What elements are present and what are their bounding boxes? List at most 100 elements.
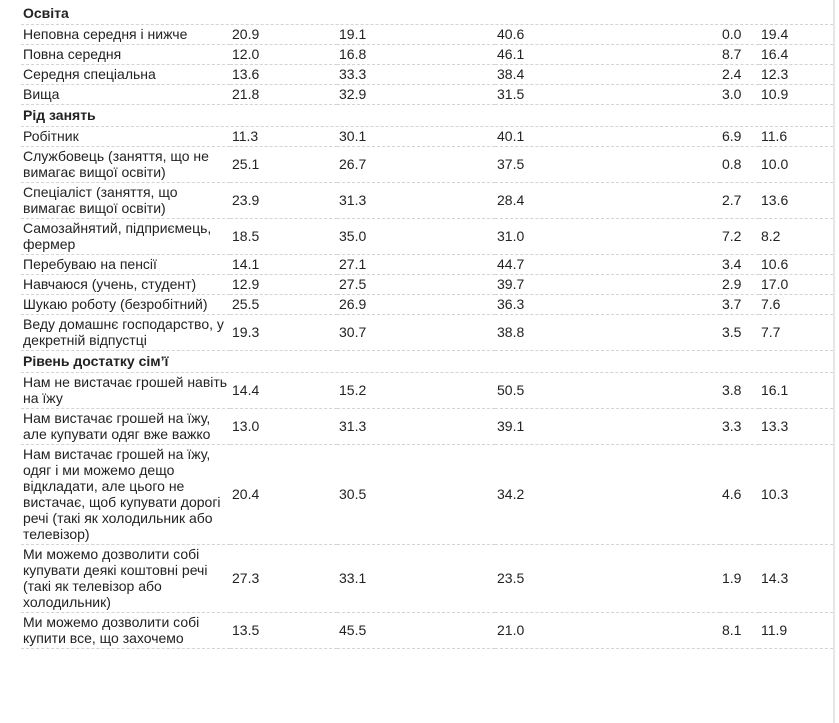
- row-label: Спеціаліст (заняття, що вимагає вищої ос…: [21, 183, 230, 219]
- row-label: Шукаю роботу (безробітний): [21, 295, 230, 315]
- value-cell: 31.3: [337, 183, 495, 219]
- value-cell: 31.5: [495, 85, 720, 105]
- value-cell: 27.3: [230, 545, 337, 613]
- section-header-row: Освіта: [21, 3, 834, 25]
- row-label: Ми можемо дозволити собі купити все, що …: [21, 613, 230, 649]
- value-cell: 3.5: [720, 315, 759, 351]
- value-cell: 14.4: [230, 373, 337, 409]
- value-cell: 13.6: [230, 65, 337, 85]
- table-row: Нам вистачає грошей на їжу, але купувати…: [21, 409, 834, 445]
- data-table: Освіта Неповна середня і нижче 20.9 19.1 40.…: [21, 3, 834, 649]
- value-cell: 21.8: [230, 85, 337, 105]
- value-cell: 12.0: [230, 45, 337, 65]
- value-cell: 1.9: [720, 545, 759, 613]
- table-row: Самозайнятий, підприємець, фермер 18.5 35.…: [21, 219, 834, 255]
- value-cell: 13.3: [759, 409, 834, 445]
- table-row: Навчаюся (учень, студент) 12.9 27.5 39.7 2.9…: [21, 275, 834, 295]
- row-label: Нам вистачає грошей на їжу, але купувати…: [21, 409, 230, 445]
- row-label: Неповна середня і нижче: [21, 25, 230, 45]
- section-title: Освіта: [21, 3, 834, 25]
- value-cell: 25.5: [230, 295, 337, 315]
- row-label: Вища: [21, 85, 230, 105]
- value-cell: 25.1: [230, 147, 337, 183]
- value-cell: 13.0: [230, 409, 337, 445]
- value-cell: 3.7: [720, 295, 759, 315]
- value-cell: 31.3: [337, 409, 495, 445]
- value-cell: 38.8: [495, 315, 720, 351]
- value-cell: 0.0: [720, 25, 759, 45]
- value-cell: 27.5: [337, 275, 495, 295]
- value-cell: 23.5: [495, 545, 720, 613]
- section-title: Рівень достатку сім’ї: [21, 351, 834, 373]
- value-cell: 40.1: [495, 127, 720, 147]
- value-cell: 7.7: [759, 315, 834, 351]
- table-body: Освіта Неповна середня і нижче 20.9 19.1 40.…: [21, 3, 834, 649]
- value-cell: 11.6: [759, 127, 834, 147]
- value-cell: 10.0: [759, 147, 834, 183]
- value-cell: 11.9: [759, 613, 834, 649]
- table-row: Середня спеціальна 13.6 33.3 38.4 2.4 12.3: [21, 65, 834, 85]
- value-cell: 44.7: [495, 255, 720, 275]
- value-cell: 46.1: [495, 45, 720, 65]
- value-cell: 14.3: [759, 545, 834, 613]
- value-cell: 21.0: [495, 613, 720, 649]
- value-cell: 6.9: [720, 127, 759, 147]
- row-label: Нам не вистачає грошей навіть на їжу: [21, 373, 230, 409]
- value-cell: 0.8: [720, 147, 759, 183]
- value-cell: 7.2: [720, 219, 759, 255]
- value-cell: 30.5: [337, 445, 495, 545]
- value-cell: 12.3: [759, 65, 834, 85]
- value-cell: 35.0: [337, 219, 495, 255]
- value-cell: 45.5: [337, 613, 495, 649]
- value-cell: 12.9: [230, 275, 337, 295]
- value-cell: 11.3: [230, 127, 337, 147]
- value-cell: 40.6: [495, 25, 720, 45]
- value-cell: 15.2: [337, 373, 495, 409]
- value-cell: 8.2: [759, 219, 834, 255]
- value-cell: 3.8: [720, 373, 759, 409]
- value-cell: 38.4: [495, 65, 720, 85]
- row-label: Робітник: [21, 127, 230, 147]
- table-row: Вища 21.8 32.9 31.5 3.0 10.9: [21, 85, 834, 105]
- table-row: Веду домашнє господарство, у декретній в…: [21, 315, 834, 351]
- row-label: Навчаюся (учень, студент): [21, 275, 230, 295]
- table-row: Перебуваю на пенсії 14.1 27.1 44.7 3.4 10.6: [21, 255, 834, 275]
- value-cell: 39.7: [495, 275, 720, 295]
- value-cell: 34.2: [495, 445, 720, 545]
- value-cell: 2.9: [720, 275, 759, 295]
- table-row: Неповна середня і нижче 20.9 19.1 40.6 0.0 19…: [21, 25, 834, 45]
- table-row: Нам не вистачає грошей навіть на їжу 14.4…: [21, 373, 834, 409]
- value-cell: 10.6: [759, 255, 834, 275]
- value-cell: 2.4: [720, 65, 759, 85]
- value-cell: 26.7: [337, 147, 495, 183]
- value-cell: 13.5: [230, 613, 337, 649]
- value-cell: 16.4: [759, 45, 834, 65]
- value-cell: 17.0: [759, 275, 834, 295]
- row-label: Самозайнятий, підприємець, фермер: [21, 219, 230, 255]
- table-row: Ми можемо дозволити собі купувати деякі …: [21, 545, 834, 613]
- value-cell: 39.1: [495, 409, 720, 445]
- value-cell: 27.1: [337, 255, 495, 275]
- value-cell: 3.3: [720, 409, 759, 445]
- value-cell: 16.1: [759, 373, 834, 409]
- value-cell: 30.1: [337, 127, 495, 147]
- value-cell: 14.1: [230, 255, 337, 275]
- value-cell: 19.4: [759, 25, 834, 45]
- value-cell: 20.9: [230, 25, 337, 45]
- value-cell: 26.9: [337, 295, 495, 315]
- row-label: Веду домашнє господарство, у декретній в…: [21, 315, 230, 351]
- value-cell: 2.7: [720, 183, 759, 219]
- row-label: Повна середня: [21, 45, 230, 65]
- table-row: Нам вистачає грошей на їжу, одяг і ми мо…: [21, 445, 834, 545]
- value-cell: 7.6: [759, 295, 834, 315]
- value-cell: 10.3: [759, 445, 834, 545]
- table-row: Спеціаліст (заняття, що вимагає вищої ос…: [21, 183, 834, 219]
- value-cell: 3.4: [720, 255, 759, 275]
- table-row: Ми можемо дозволити собі купити все, що …: [21, 613, 834, 649]
- value-cell: 10.9: [759, 85, 834, 105]
- value-cell: 50.5: [495, 373, 720, 409]
- value-cell: 31.0: [495, 219, 720, 255]
- value-cell: 8.1: [720, 613, 759, 649]
- value-cell: 37.5: [495, 147, 720, 183]
